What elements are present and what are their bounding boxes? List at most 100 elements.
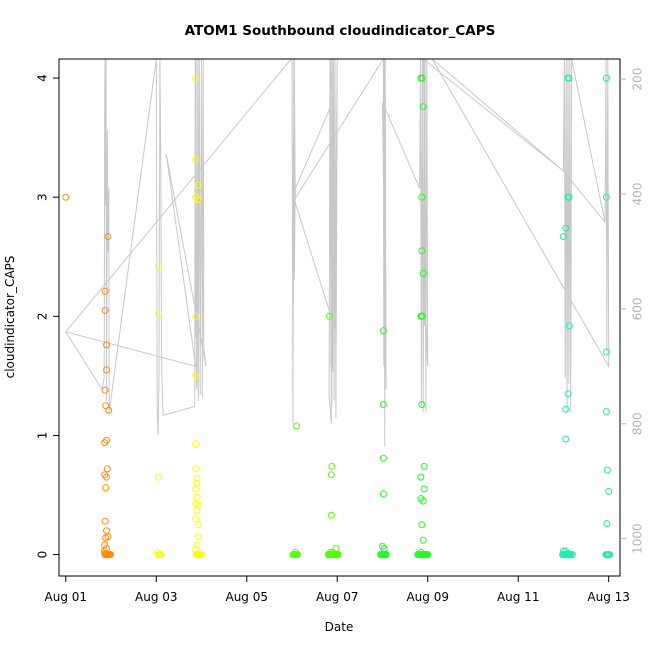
y-tick-label: 2 <box>36 312 50 320</box>
data-point <box>293 551 301 559</box>
data-point <box>101 541 109 549</box>
data-point <box>103 527 110 535</box>
data-point <box>379 490 387 498</box>
data-point <box>603 466 611 474</box>
data-point <box>198 551 205 559</box>
data-point <box>603 520 611 528</box>
data-point <box>293 422 300 430</box>
data-point <box>192 312 200 320</box>
x-tick-label: Aug 11 <box>497 590 540 604</box>
data-point <box>101 517 109 525</box>
data-point <box>605 487 613 495</box>
data-point <box>155 473 162 481</box>
data-point <box>418 521 426 529</box>
data-point <box>194 196 202 204</box>
data-point <box>379 454 387 462</box>
y-tick-label: 0 <box>36 551 50 559</box>
data-point <box>420 485 428 493</box>
data-point <box>103 436 110 444</box>
data-point <box>155 310 162 318</box>
data-point <box>420 462 428 470</box>
data-point <box>103 465 111 473</box>
data-point <box>102 484 110 492</box>
data-point <box>417 473 425 481</box>
y2-tick-label: 800 <box>631 412 645 435</box>
x-tick-label: Aug 07 <box>316 590 359 604</box>
data-point <box>418 401 426 408</box>
data-point <box>417 495 425 503</box>
y2-axis: 200 400 600 800 1000 <box>620 68 645 554</box>
data-point <box>327 471 335 479</box>
data-point <box>418 312 426 320</box>
x-axis-label: Date <box>325 620 354 634</box>
data-point <box>101 386 109 394</box>
data-point <box>424 551 432 559</box>
data-point <box>602 193 610 201</box>
y2-tick-label: 200 <box>631 68 645 91</box>
chart-title: ATOM1 Southbound cloudindicator_CAPS <box>185 23 496 39</box>
data-point <box>332 545 340 553</box>
y2-tick-label: 600 <box>631 297 645 320</box>
data-point <box>562 405 570 413</box>
y2-tick-label: 1000 <box>631 523 645 554</box>
data-point <box>192 372 200 380</box>
data-point <box>101 287 109 295</box>
plot-frame <box>58 58 621 577</box>
data-point <box>606 551 614 559</box>
data-point <box>192 515 200 523</box>
data-point <box>326 312 333 320</box>
data-point <box>564 390 572 398</box>
data-point <box>565 322 573 330</box>
data-point <box>565 193 573 201</box>
y2-tick-label: 400 <box>631 183 645 206</box>
data-point <box>382 551 390 559</box>
data-point <box>419 497 427 505</box>
data-point <box>193 493 201 501</box>
data-point <box>193 507 201 514</box>
data-point <box>102 402 110 410</box>
data-point <box>194 181 202 189</box>
x-axis: Aug 01 Aug 03 Aug 05 Aug 07 Aug 09 Aug 11 Aug … <box>45 576 630 604</box>
data-point <box>562 435 570 443</box>
data-point <box>562 224 570 232</box>
data-point <box>101 549 109 557</box>
data-point <box>379 327 387 335</box>
data-point <box>379 401 387 408</box>
data-point <box>104 533 112 541</box>
data-point <box>602 348 610 356</box>
data-point <box>103 473 110 481</box>
data-point <box>418 74 426 82</box>
data-point <box>418 247 426 255</box>
data-point <box>194 533 202 541</box>
data-point <box>327 511 335 519</box>
data-point <box>192 465 200 473</box>
y-axis: 0 1 2 3 4 <box>36 74 59 559</box>
data-point <box>103 366 110 374</box>
x-tick-label: Aug 01 <box>45 590 88 604</box>
y-tick-label: 1 <box>36 432 50 440</box>
data-point <box>193 541 201 549</box>
data-point <box>192 485 200 493</box>
data-point <box>559 233 567 240</box>
scatter-points-layer <box>62 74 614 559</box>
data-point <box>569 551 576 559</box>
data-point <box>419 536 427 544</box>
x-tick-label: Aug 03 <box>135 590 178 604</box>
right-axis-series-line <box>64 57 610 447</box>
data-point <box>105 406 113 414</box>
x-tick-label: Aug 09 <box>406 590 449 604</box>
data-point <box>329 548 337 556</box>
data-point <box>419 103 427 111</box>
data-point <box>155 262 162 270</box>
data-point <box>157 551 165 559</box>
data-point <box>104 233 112 240</box>
data-point <box>192 440 200 448</box>
data-point <box>418 193 426 201</box>
y-tick-label: 4 <box>36 74 50 82</box>
y-tick-label: 3 <box>36 193 50 201</box>
data-point <box>419 269 427 277</box>
data-point <box>62 193 70 201</box>
data-point <box>192 155 200 163</box>
y-axis-label: cloudindicator_CAPS <box>3 256 17 379</box>
